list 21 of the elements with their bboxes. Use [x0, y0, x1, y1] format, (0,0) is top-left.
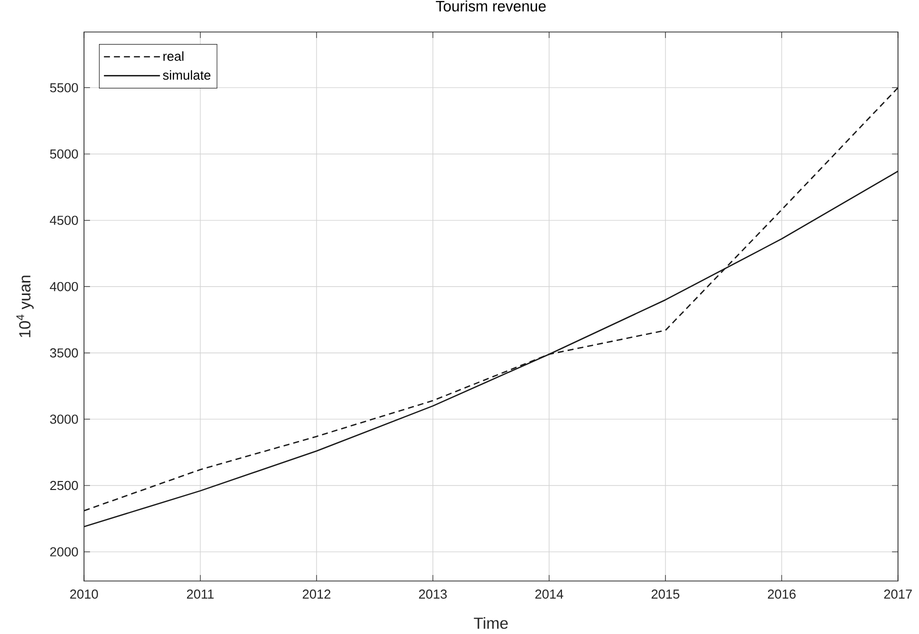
y-tick-label: 5500 — [50, 83, 78, 92]
x-tick-label: 2014 — [535, 590, 564, 599]
y-tick-label: 4500 — [50, 216, 78, 225]
legend-label: real — [163, 51, 184, 61]
y-tick-label: 2500 — [50, 480, 78, 490]
x-tick-label: 2011 — [186, 590, 214, 599]
x-tick-label: 2015 — [652, 590, 680, 599]
y-tick-label: 4000 — [50, 282, 78, 292]
x-tick-label: 2013 — [419, 590, 447, 599]
x-axis-title: Time — [474, 617, 508, 629]
legend-label: simulate — [162, 70, 210, 80]
x-tick-label: 2012 — [302, 590, 330, 599]
y-tick-label: 2000 — [50, 547, 78, 556]
y-tick-label: 5000 — [50, 149, 78, 159]
chart-title: Tourism revenue — [436, 0, 546, 12]
x-tick-label: 2016 — [768, 590, 796, 599]
x-tick-label: 2010 — [70, 590, 98, 599]
x-tick-label: 2017 — [884, 590, 912, 599]
y-tick-label: 3500 — [50, 348, 78, 358]
y-tick-label: 3000 — [50, 414, 78, 424]
y-axis-title: 10$^{4}$ yuan — [16, 276, 34, 338]
